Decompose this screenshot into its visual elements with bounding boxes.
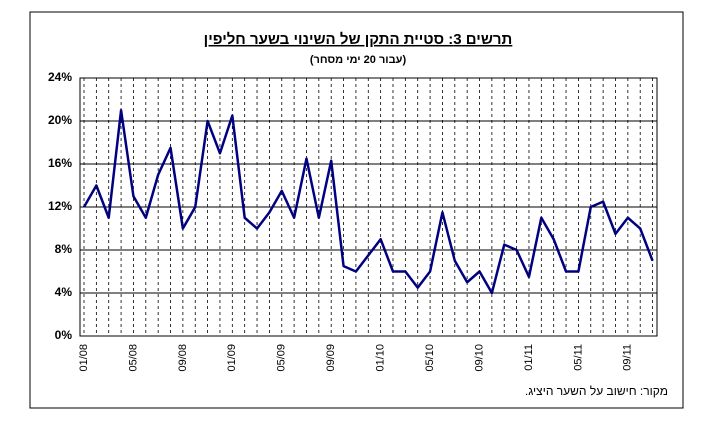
x-tick-label: 01/09	[226, 344, 238, 372]
y-tick-label: 0%	[55, 328, 73, 342]
x-tick-label: 01/10	[375, 344, 387, 372]
y-tick-label: 20%	[48, 113, 72, 127]
x-tick-label: 01/11	[523, 344, 535, 371]
source-note: מקור: חישוב על השער היציג.	[525, 384, 668, 398]
x-tick-label: 05/10	[424, 344, 436, 372]
x-tick-label: 05/09	[276, 344, 288, 372]
y-tick-label: 4%	[55, 285, 73, 299]
x-tick-label: 09/09	[325, 344, 337, 372]
x-tick-label: 09/11	[622, 344, 634, 371]
x-tick-label: 09/10	[473, 344, 485, 372]
x-tick-label: 05/08	[127, 344, 139, 372]
y-tick-label: 12%	[48, 199, 72, 213]
x-tick-label: 09/08	[177, 344, 189, 372]
chart-title: תרשים 3: סטיית התקן של השינוי בשער חליפי…	[204, 31, 513, 48]
y-tick-label: 8%	[55, 242, 73, 256]
chart-subtitle: (עבור 20 ימי מסחר)	[310, 54, 407, 66]
y-tick-label: 24%	[48, 70, 72, 84]
series-line	[82, 109, 654, 295]
x-tick-label: 01/08	[78, 344, 90, 372]
x-tick-label: 05/11	[572, 344, 584, 371]
y-tick-label: 16%	[48, 156, 72, 170]
